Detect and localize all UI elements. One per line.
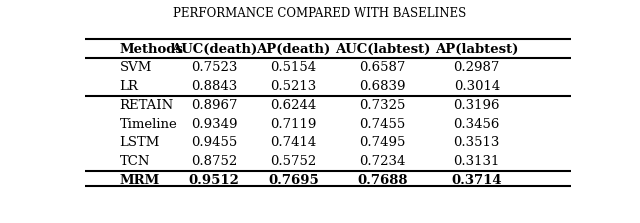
Text: 0.5213: 0.5213: [270, 80, 316, 93]
Text: 0.6587: 0.6587: [360, 61, 406, 74]
Text: 0.9455: 0.9455: [191, 136, 237, 149]
Text: AUC(labtest): AUC(labtest): [335, 43, 430, 56]
Text: LR: LR: [120, 80, 138, 93]
Text: 0.7455: 0.7455: [360, 118, 406, 131]
Text: 0.7695: 0.7695: [268, 174, 319, 187]
Text: 0.3014: 0.3014: [454, 80, 500, 93]
Text: 0.2987: 0.2987: [454, 61, 500, 74]
Text: 0.7414: 0.7414: [270, 136, 316, 149]
Text: 0.8967: 0.8967: [191, 99, 237, 112]
Text: 0.7325: 0.7325: [360, 99, 406, 112]
Text: PERFORMANCE COMPARED WITH BASELINES: PERFORMANCE COMPARED WITH BASELINES: [173, 7, 467, 20]
Text: SVM: SVM: [120, 61, 152, 74]
Text: 0.3714: 0.3714: [451, 174, 502, 187]
Text: AP(death): AP(death): [256, 43, 330, 56]
Text: MRM: MRM: [120, 174, 160, 187]
Text: 0.3196: 0.3196: [454, 99, 500, 112]
Text: Timeline: Timeline: [120, 118, 177, 131]
Text: 0.7495: 0.7495: [360, 136, 406, 149]
Text: AUC(death): AUC(death): [171, 43, 257, 56]
Text: 0.5154: 0.5154: [270, 61, 316, 74]
Text: Methods: Methods: [120, 43, 184, 56]
Text: RETAIN: RETAIN: [120, 99, 174, 112]
Text: 0.3513: 0.3513: [454, 136, 500, 149]
Text: 0.8752: 0.8752: [191, 155, 237, 168]
Text: 0.7688: 0.7688: [357, 174, 408, 187]
Text: 0.3456: 0.3456: [454, 118, 500, 131]
Text: 0.6244: 0.6244: [270, 99, 316, 112]
Text: 0.8843: 0.8843: [191, 80, 237, 93]
Text: 0.3131: 0.3131: [454, 155, 500, 168]
Text: 0.7234: 0.7234: [360, 155, 406, 168]
Text: LSTM: LSTM: [120, 136, 160, 149]
Text: 0.5752: 0.5752: [270, 155, 316, 168]
Text: 0.9512: 0.9512: [189, 174, 239, 187]
Text: 0.9349: 0.9349: [191, 118, 237, 131]
Text: 0.6839: 0.6839: [359, 80, 406, 93]
Text: TCN: TCN: [120, 155, 150, 168]
Text: 0.7119: 0.7119: [270, 118, 316, 131]
Text: AP(labtest): AP(labtest): [435, 43, 518, 56]
Text: 0.7523: 0.7523: [191, 61, 237, 74]
